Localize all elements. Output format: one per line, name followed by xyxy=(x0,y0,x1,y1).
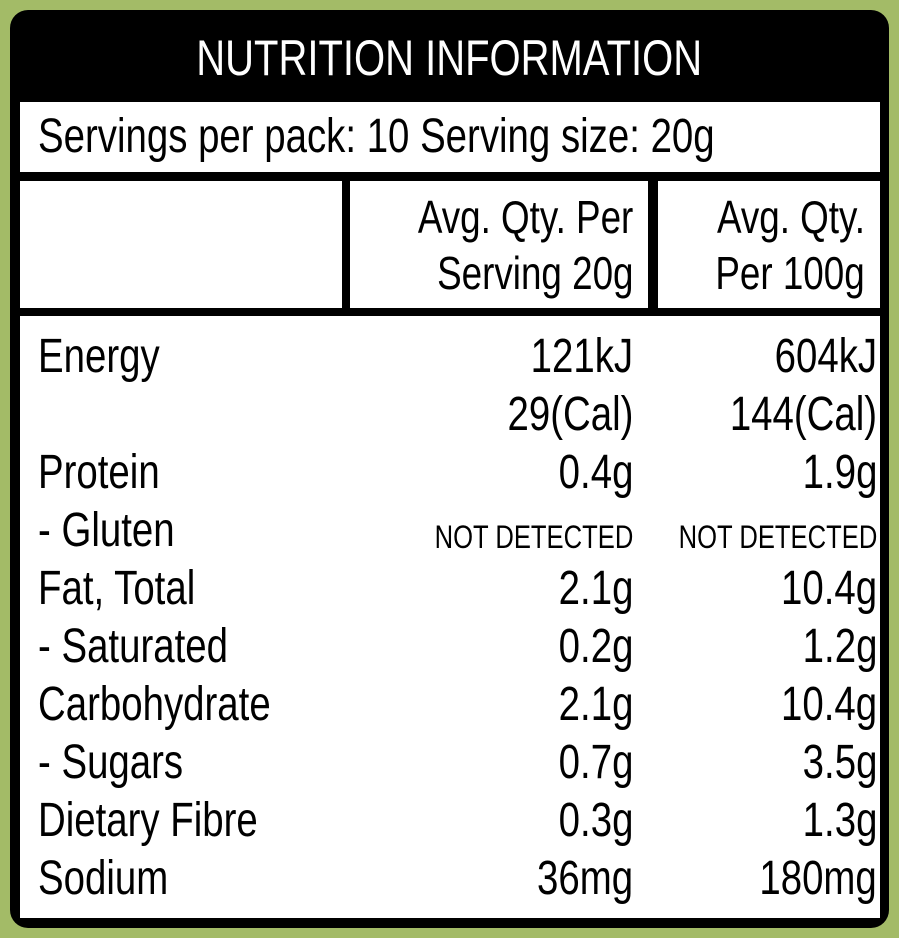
nutrient-label-text: Sodium xyxy=(38,852,169,905)
body-box xyxy=(20,316,880,918)
nutrient-value-text: 604kJ xyxy=(774,330,877,383)
nutrient-value: NOT DETECTED xyxy=(629,521,877,553)
nutrient-value: 3.5g xyxy=(784,739,877,787)
servings-box xyxy=(20,102,880,172)
nutrient-value: 1.9g xyxy=(784,449,877,497)
column-header: Serving 20g xyxy=(388,247,633,299)
nutrient-value-text: 121kJ xyxy=(530,330,633,383)
nutrient-label-text: Protein xyxy=(38,446,160,499)
nutrient-label: Sodium xyxy=(38,855,201,903)
nutrient-value-text: 2.1g xyxy=(558,562,633,615)
nutrient-value-text: 1.2g xyxy=(802,620,877,673)
column-header-text: Per 100g xyxy=(715,247,865,299)
nutrient-value-text: 0.2g xyxy=(558,620,633,673)
nutrient-value: 36mg xyxy=(513,855,633,903)
nutrient-label: Carbohydrate xyxy=(38,681,329,729)
nutrient-value: 0.4g xyxy=(540,449,633,497)
nutrient-value-text: 0.4g xyxy=(558,446,633,499)
nutrient-label: - Sugars xyxy=(38,739,219,787)
nutrient-value: 10.4g xyxy=(757,565,877,613)
column-header-text: Avg. Qty. xyxy=(717,191,865,243)
column-header: Avg. Qty. Per xyxy=(364,194,633,240)
nutrient-label-text: Fat, Total xyxy=(38,562,196,615)
nutrient-value-text: 0.3g xyxy=(558,794,633,847)
nutrient-label-text: Dietary Fibre xyxy=(38,794,258,847)
servings-line-text: Servings per pack: 10 Serving size: 20g xyxy=(38,110,715,163)
nutrient-value: 10.4g xyxy=(757,681,877,729)
nutrient-label-text: Energy xyxy=(38,330,160,383)
nutrient-value-text: 10.4g xyxy=(780,678,877,731)
header-cell xyxy=(658,181,880,308)
nutrient-label-text: - Sugars xyxy=(38,736,184,789)
nutrient-value-text: 10.4g xyxy=(780,562,877,615)
nutrient-value: 604kJ xyxy=(749,333,877,381)
nutrient-label: Dietary Fibre xyxy=(38,797,313,845)
nutrient-value: 0.7g xyxy=(540,739,633,787)
column-header-text: Serving 20g xyxy=(436,247,633,299)
nutrient-value: 0.2g xyxy=(540,623,633,671)
nutrient-label: - Gluten xyxy=(38,507,209,555)
title-text: NUTRITION INFORMATION xyxy=(196,30,703,86)
column-header-text: Avg. Qty. Per xyxy=(417,191,633,243)
nutrient-label-text: Carbohydrate xyxy=(38,678,271,731)
nutrient-value: NOT DETECTED xyxy=(385,521,633,553)
nutrient-value: 1.3g xyxy=(784,797,877,845)
nutrient-label: Energy xyxy=(38,333,190,381)
nutrient-value-text: 0.7g xyxy=(558,736,633,789)
nutrient-label-text: - Saturated xyxy=(38,620,228,673)
nutrient-value-text: NOT DETECTED xyxy=(678,519,877,555)
nutrient-value-text: 180mg xyxy=(759,852,877,905)
header-blank-cell xyxy=(20,181,342,308)
nutrient-label-text: - Gluten xyxy=(38,504,175,557)
nutrient-value-text: 1.9g xyxy=(802,446,877,499)
nutrient-value-text: 3.5g xyxy=(802,736,877,789)
nutrient-value: 180mg xyxy=(730,855,877,903)
nutrient-value: 144(Cal) xyxy=(693,391,877,439)
nutrient-value-text: 36mg xyxy=(536,852,633,905)
nutrient-value: 2.1g xyxy=(540,681,633,729)
nutrient-value-text: 29(Cal) xyxy=(507,388,633,441)
nutrient-value: 1.2g xyxy=(784,623,877,671)
nutrient-label: Fat, Total xyxy=(38,565,235,613)
column-header: Avg. Qty. xyxy=(680,194,865,240)
header-cell xyxy=(350,181,648,308)
nutrient-value-text: 144(Cal) xyxy=(729,388,877,441)
nutrient-value-text: NOT DETECTED xyxy=(434,519,633,555)
nutrient-value: 2.1g xyxy=(540,565,633,613)
title: NUTRITION INFORMATION xyxy=(0,33,899,83)
nutrient-value: 29(Cal) xyxy=(476,391,633,439)
nutrient-value-text: 2.1g xyxy=(558,678,633,731)
nutrient-label: Protein xyxy=(38,449,190,497)
nutrient-value: 121kJ xyxy=(505,333,633,381)
column-header: Per 100g xyxy=(678,250,865,296)
servings-line: Servings per pack: 10 Serving size: 20g xyxy=(38,113,884,161)
nutrient-label: - Saturated xyxy=(38,623,275,671)
nutrient-value: 0.3g xyxy=(540,797,633,845)
nutrient-value-text: 1.3g xyxy=(802,794,877,847)
